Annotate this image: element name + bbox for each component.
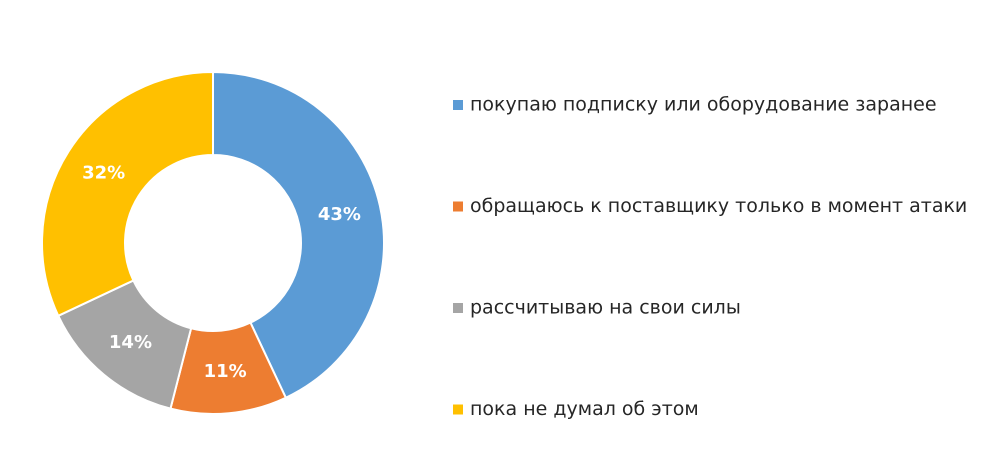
legend-label: рассчитываю на свои силы <box>470 297 741 319</box>
legend-swatch <box>453 100 463 110</box>
legend-label: покупаю подписку или оборудование заране… <box>470 94 937 116</box>
legend-label: пока не думал об этом <box>470 398 699 420</box>
value-label: 32% <box>82 163 125 184</box>
donut-segment <box>41 70 214 318</box>
legend-swatch <box>453 303 463 313</box>
value-label: 11% <box>204 361 247 382</box>
value-label: 14% <box>109 332 152 353</box>
legend-swatch <box>453 404 463 415</box>
donut-segment <box>212 70 385 400</box>
legend-label: обращаюсь к поставщику только в момент а… <box>470 195 967 217</box>
legend-swatch <box>453 201 463 212</box>
value-label: 43% <box>318 204 361 225</box>
